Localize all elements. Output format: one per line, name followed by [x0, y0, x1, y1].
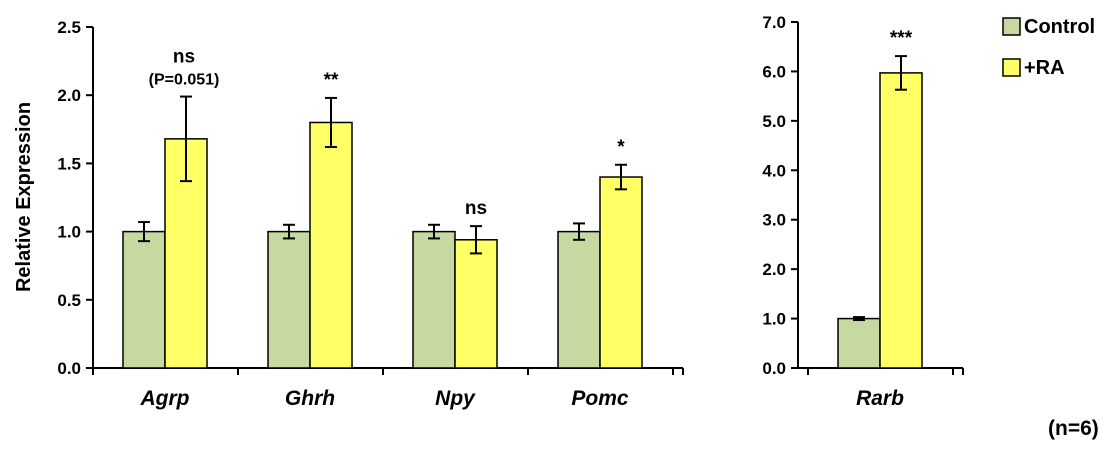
- y-tick-label: 0.5: [57, 291, 81, 310]
- legend-swatch-ra: [1002, 58, 1021, 77]
- x-category-label: Npy: [435, 387, 476, 410]
- y-tick-label: 3.0: [762, 211, 786, 230]
- y-axis-title: Relative Expression: [13, 102, 35, 292]
- bar-control: [267, 230, 311, 369]
- x-category-label: Ghrh: [285, 387, 335, 410]
- y-tick-label: 1.5: [57, 154, 81, 173]
- y-tick-label: 2.0: [762, 260, 786, 279]
- bar-control: [557, 230, 601, 369]
- significance-label: ns: [173, 47, 195, 68]
- bar-ra: [879, 72, 923, 369]
- bar-control: [837, 317, 881, 369]
- y-tick-label: 1.0: [762, 310, 786, 329]
- legend-label-ra: +RA: [1024, 57, 1065, 79]
- significance-label: ***: [890, 28, 913, 49]
- significance-label: ns: [465, 198, 487, 219]
- bar-ra: [454, 239, 498, 369]
- sample-size-note: (n=6): [1048, 417, 1099, 440]
- significance-label: **: [324, 70, 339, 91]
- bar-ra: [599, 176, 643, 369]
- bar-control: [412, 230, 456, 369]
- y-tick-label: 0.0: [762, 359, 786, 378]
- x-category-label: Agrp: [140, 387, 190, 410]
- y-tick-label: 5.0: [762, 112, 786, 131]
- bar-control: [122, 230, 166, 369]
- y-tick-label: 4.0: [762, 161, 786, 180]
- bar-ra: [309, 121, 353, 369]
- y-tick-label: 6.0: [762, 62, 786, 81]
- significance-pvalue: (P=0.051): [149, 72, 220, 89]
- y-tick-label: 7.0: [762, 13, 786, 32]
- y-tick-label: 1.0: [57, 223, 81, 242]
- x-category-label: Rarb: [856, 387, 904, 410]
- significance-label: *: [617, 137, 625, 158]
- legend-label-control: Control: [1024, 16, 1095, 38]
- y-tick-label: 2.5: [57, 18, 81, 37]
- y-tick-label: 2.0: [57, 86, 81, 105]
- legend: Control +RA: [1002, 16, 1095, 79]
- x-category-label: Pomc: [571, 387, 629, 410]
- legend-swatch-control: [1002, 17, 1021, 36]
- y-tick-label: 0.0: [57, 359, 81, 378]
